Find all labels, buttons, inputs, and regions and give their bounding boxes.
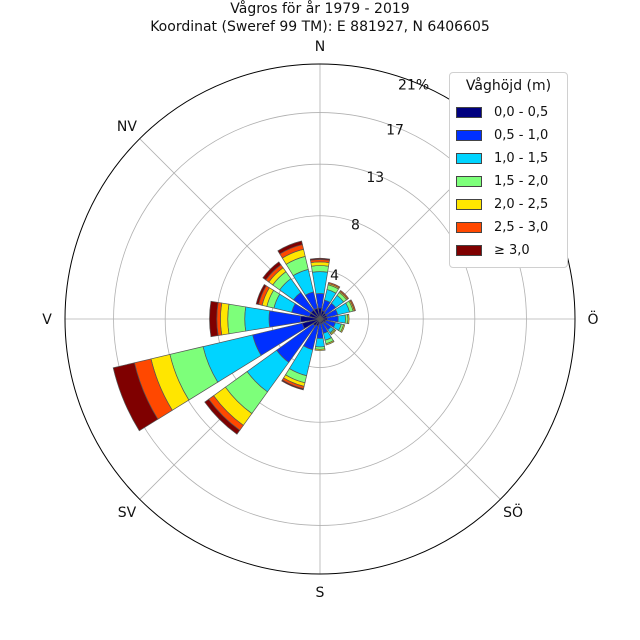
rose-segment — [315, 337, 325, 348]
legend-label: ≥ 3,0 — [494, 242, 530, 258]
rose-segment — [244, 306, 271, 332]
rose-segment — [325, 340, 335, 346]
direction-label: NV — [117, 119, 137, 135]
radial-tick-label: 8 — [351, 218, 360, 234]
legend-label: 2,0 - 2,5 — [494, 196, 549, 212]
legend-swatch — [456, 244, 482, 256]
legend-label: 1,5 - 2,0 — [494, 173, 549, 189]
radial-tick-label: 4 — [330, 268, 339, 284]
radial-tick-label: 21% — [398, 77, 429, 93]
rose-segment — [227, 303, 247, 335]
rose-segment — [209, 300, 219, 338]
direction-label: S — [316, 585, 325, 601]
legend-entry: 0,5 - 1,0 — [456, 126, 548, 144]
legend-entry: 1,0 - 1,5 — [456, 149, 548, 167]
outer-circle — [64, 63, 576, 575]
legend-entry: 2,5 - 3,0 — [456, 218, 548, 236]
legend-entry: 0,0 - 0,5 — [456, 103, 548, 121]
legend-swatch — [456, 221, 482, 233]
legend-swatch — [456, 175, 482, 187]
radial-tick-label: 17 — [386, 122, 404, 138]
legend-label: 2,5 - 3,0 — [494, 219, 549, 235]
legend-label: 1,0 - 1,5 — [494, 150, 549, 166]
rose-segment — [340, 324, 346, 333]
legend-swatch — [456, 198, 482, 210]
legend-label: 0,5 - 1,0 — [494, 127, 549, 143]
legend-swatch — [456, 106, 482, 118]
direction-label: SV — [118, 505, 137, 521]
legend: Våghöjd (m) 0,0 - 0,5 0,5 - 1,0 1,0 - 1,… — [449, 72, 568, 268]
chart-subtitle: Koordinat (Sweref 99 TM): E 881927, N 64… — [150, 19, 490, 35]
grid-spoke — [319, 318, 501, 500]
legend-label: 0,0 - 0,5 — [494, 104, 549, 120]
legend-swatch — [456, 129, 482, 141]
rose-segment — [255, 284, 267, 305]
rose-segment — [314, 348, 326, 351]
rose-segment — [327, 281, 341, 289]
direction-label: N — [315, 39, 325, 55]
direction-label: SÖ — [503, 503, 523, 521]
rose-segment — [339, 289, 350, 300]
rose-segment — [311, 265, 329, 273]
radial-tick-label: 13 — [366, 170, 384, 186]
legend-entry: 1,5 - 2,0 — [456, 172, 548, 190]
rose-segment — [312, 271, 328, 295]
legend-entry: 2,0 - 2,5 — [456, 195, 548, 213]
rose-segment — [309, 257, 331, 261]
rose-segment — [262, 261, 282, 281]
rose-segment — [220, 302, 230, 336]
chart-title: Vågros för år 1979 - 2019 — [230, 1, 410, 17]
direction-label: Ö — [587, 310, 598, 328]
rose-segment — [204, 398, 241, 435]
rose-segment — [281, 379, 304, 391]
legend-entry: ≥ 3,0 — [456, 241, 530, 259]
direction-label: V — [42, 312, 52, 328]
rose-segment — [347, 313, 350, 325]
legend-swatch — [456, 152, 482, 164]
rose-segment — [337, 314, 346, 324]
rose-segment — [112, 362, 159, 432]
legend-title: Våghöjd (m) — [465, 78, 552, 94]
rose-segment — [277, 240, 303, 255]
rose-segment — [349, 299, 356, 312]
rose-segment — [330, 329, 337, 336]
